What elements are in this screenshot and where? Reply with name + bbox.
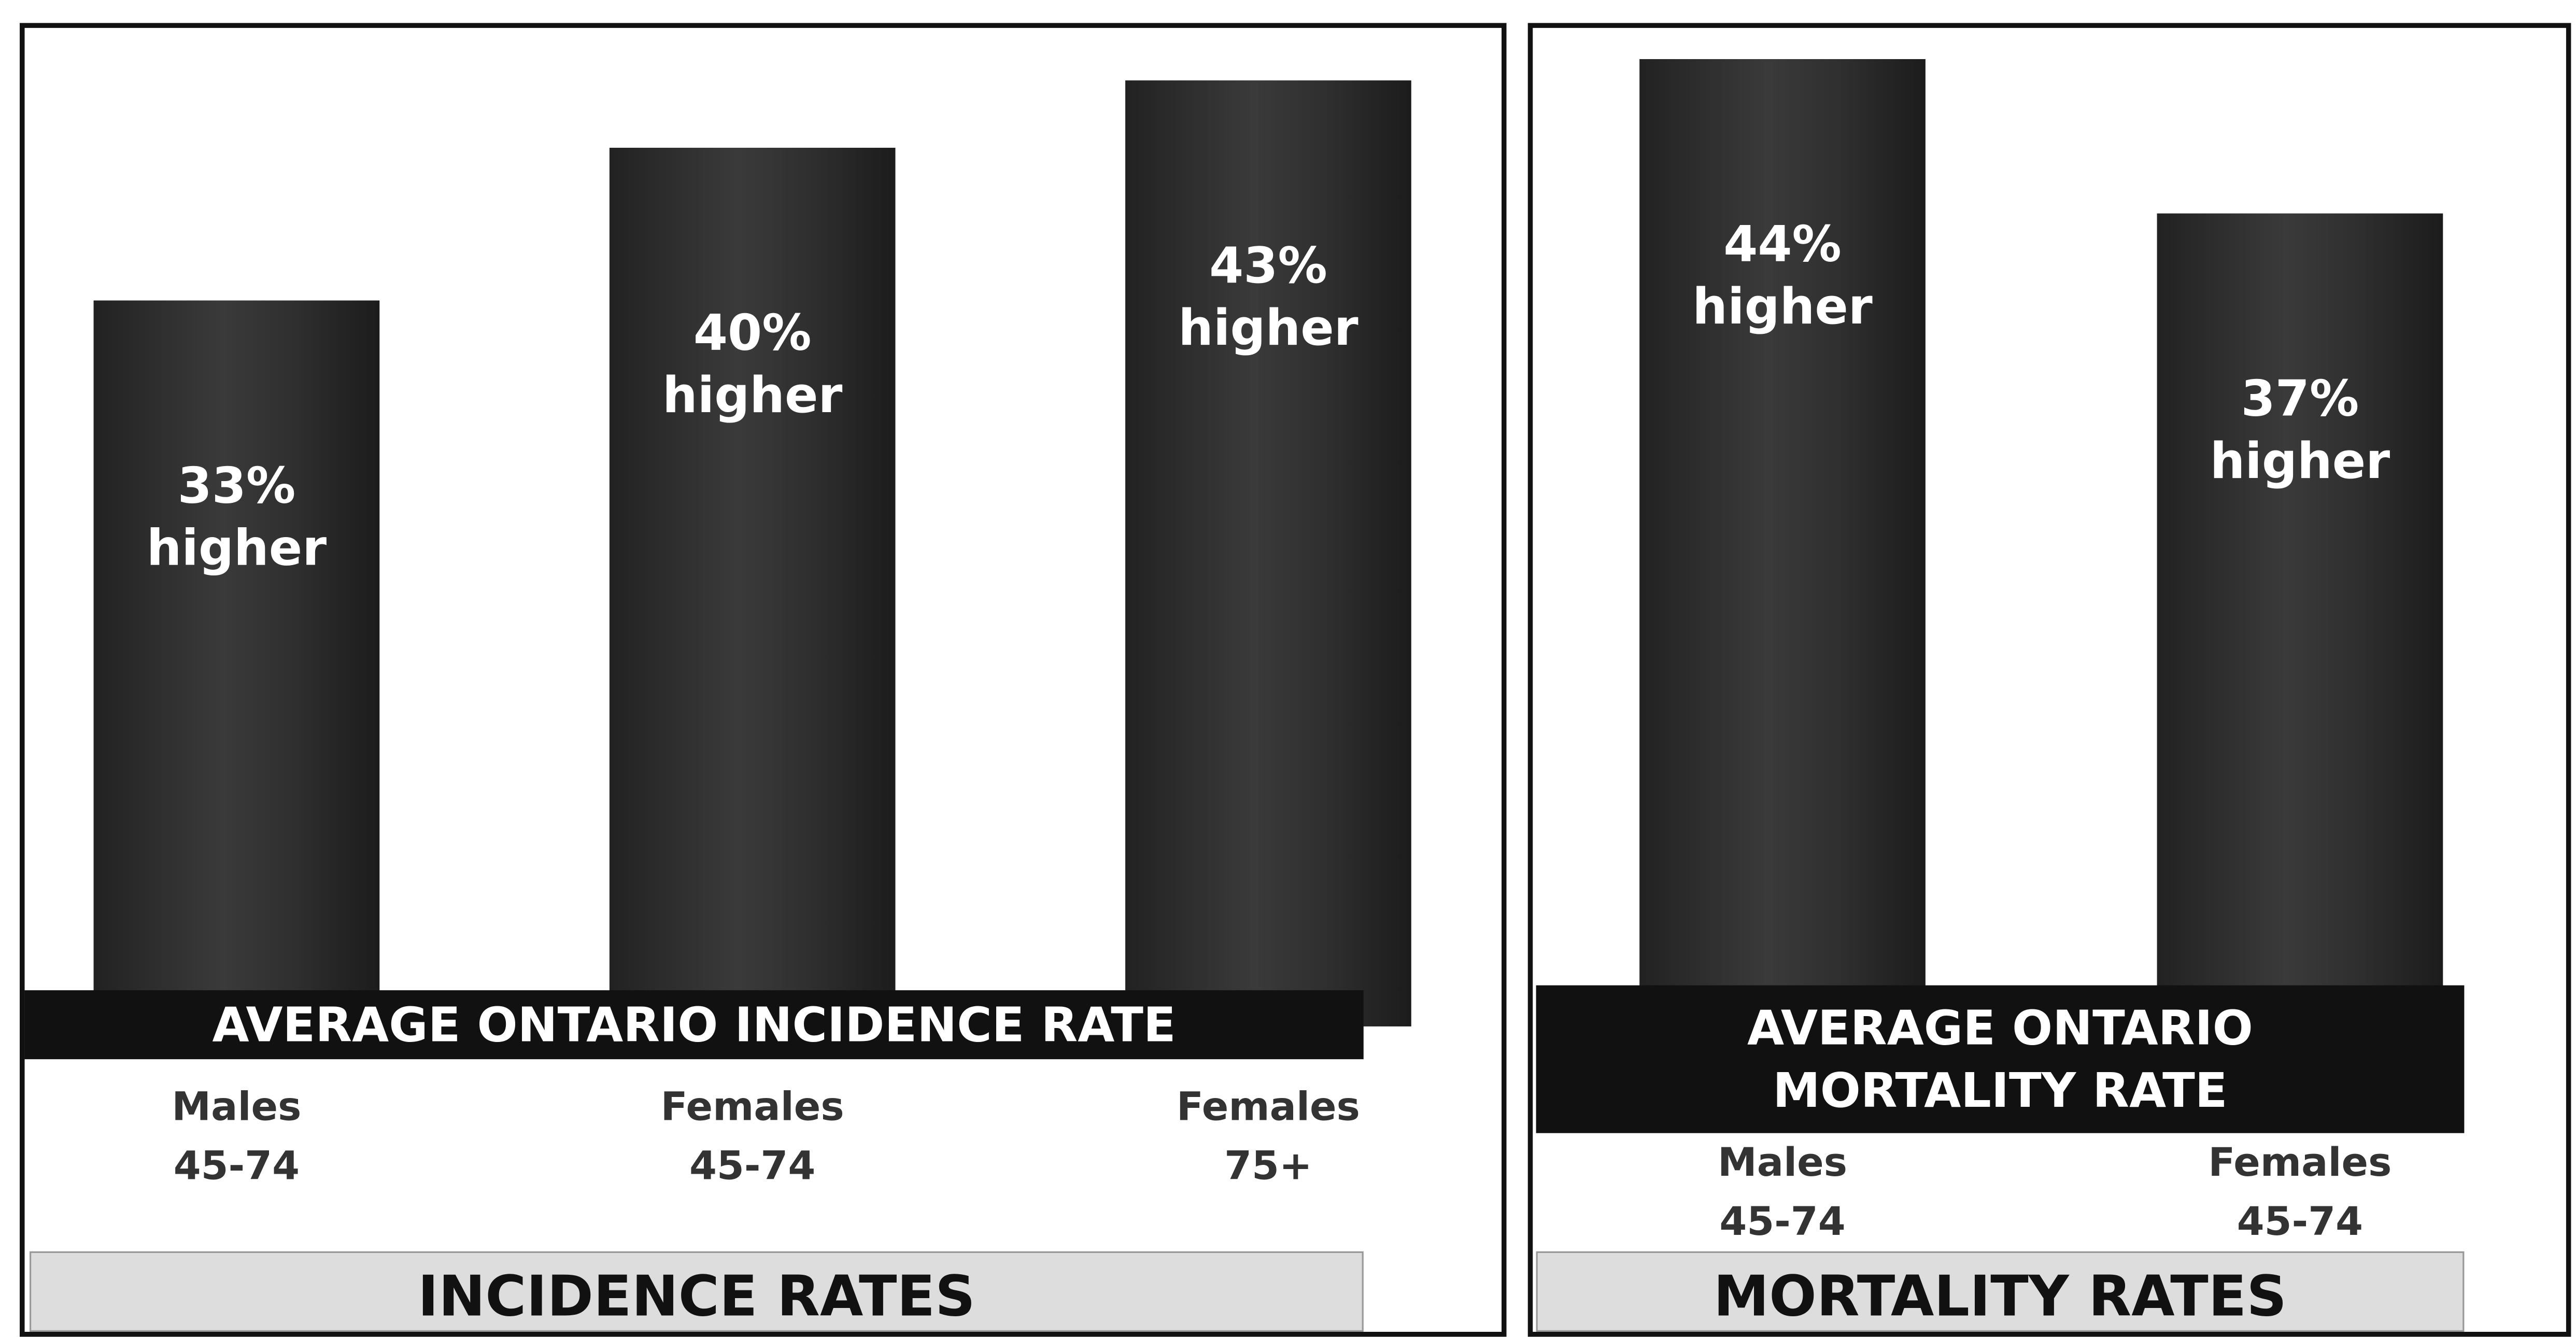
value-label: 37% higher (2210, 370, 2390, 491)
reference-band: AVERAGE ONTARIO INCIDENCE RATE (24, 990, 1364, 1060)
reference-band: AVERAGE ONTARIO MORTALITY RATE (1536, 985, 2465, 1133)
value-label: 44% higher (1692, 217, 1873, 337)
bar (93, 301, 380, 1026)
category-label: Males 45-74 (172, 1083, 302, 1189)
value-label: 33% higher (146, 458, 327, 579)
category-label: Males 45-74 (1718, 1139, 1848, 1245)
category-label: Females 75+ (1176, 1083, 1360, 1189)
value-label: 40% higher (662, 304, 843, 425)
category-label: Females 45-74 (660, 1083, 844, 1189)
chart-title: MORTALITY RATES (1536, 1251, 2465, 1332)
category-label: Females 45-74 (2208, 1139, 2392, 1245)
bar (1125, 81, 1411, 1026)
value-label: 43% higher (1178, 238, 1358, 359)
bar (609, 147, 896, 1026)
chart-title: INCIDENCE RATES (30, 1251, 1364, 1332)
bar (2157, 213, 2443, 1026)
bar (1639, 59, 1926, 1026)
